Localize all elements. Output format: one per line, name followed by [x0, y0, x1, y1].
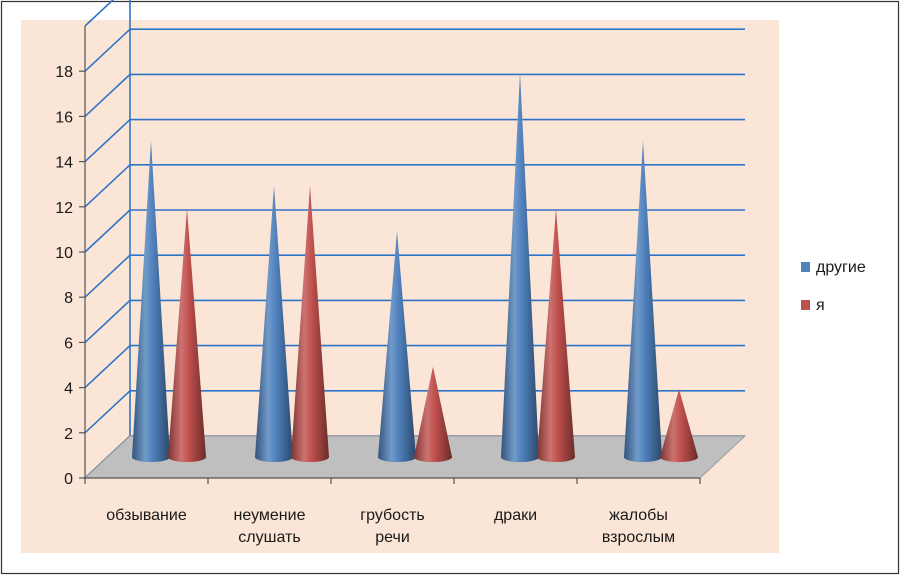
- gridline-side: [84, 209, 131, 253]
- y-tick-label: 2: [64, 426, 73, 443]
- legend: другие я: [801, 259, 866, 314]
- cone-series1: [378, 231, 416, 462]
- cone-body: [624, 140, 662, 462]
- axes: [79, 26, 701, 484]
- y-tick-label: 4: [64, 381, 73, 398]
- cone-body: [378, 231, 416, 462]
- cone-body: [132, 140, 170, 462]
- x-category-label: драки: [494, 507, 537, 524]
- x-category-label: взрослым: [602, 529, 675, 546]
- cone-series2: [414, 366, 452, 462]
- y-tick-label: 16: [55, 109, 73, 126]
- cone-body: [255, 185, 293, 463]
- cone-body: [537, 208, 575, 462]
- legend-swatch: [801, 300, 810, 310]
- y-tick-label: 6: [64, 335, 73, 352]
- cone-body: [414, 366, 452, 462]
- cones: [132, 72, 698, 463]
- cone-series2: [291, 185, 329, 463]
- cone-series1: [501, 72, 539, 463]
- cone-series2: [537, 208, 575, 462]
- x-category-label: жалобы: [609, 507, 668, 524]
- cone-body: [660, 389, 698, 462]
- gridline-side: [84, 73, 131, 117]
- cone-series1: [624, 140, 662, 462]
- cone-body: [168, 208, 206, 462]
- cone-series1: [255, 185, 293, 463]
- x-category-label: речи: [375, 529, 410, 546]
- cone-body: [291, 185, 329, 463]
- labels: 0 2 4 6 8 10 12 14 16 18 обзывание неумение слушать г…: [55, 64, 675, 546]
- cone-series2: [168, 208, 206, 462]
- y-tick-label: 0: [64, 471, 73, 488]
- x-category-label: неумение: [234, 507, 306, 524]
- legend-label: я: [816, 297, 825, 314]
- gridline-side: [84, 299, 131, 343]
- cone-series1: [132, 140, 170, 462]
- x-category-label: грубость: [360, 507, 424, 524]
- gridline-side: [84, 164, 131, 208]
- y-tick-label: 18: [55, 64, 73, 81]
- x-category-label: слушать: [238, 529, 300, 546]
- gridline-side: [84, 390, 131, 434]
- legend-swatch: [801, 262, 810, 272]
- legend-label: другие: [816, 259, 866, 276]
- cone-series2: [660, 389, 698, 462]
- y-tick-label: 10: [55, 245, 73, 262]
- y-tick-label: 12: [55, 200, 73, 217]
- gridline-side: [84, 345, 131, 389]
- y-tick-label: 8: [64, 290, 73, 307]
- x-category-label: обзывание: [106, 507, 187, 524]
- gridline-side: [84, 119, 131, 163]
- gridline-side: [84, 28, 131, 72]
- gridline-side: [84, 0, 115, 27]
- y-tick-label: 14: [55, 155, 73, 172]
- cone-body: [501, 72, 539, 463]
- gridline-side: [84, 254, 131, 298]
